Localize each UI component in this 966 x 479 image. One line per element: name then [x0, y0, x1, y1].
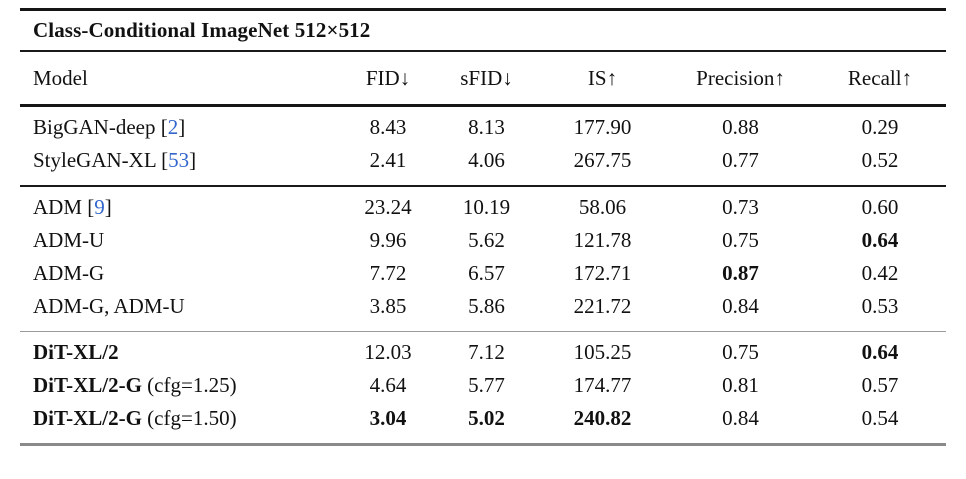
value-cell: 12.03 [364, 340, 412, 364]
table-section: BigGAN-deep [2] 8.43 8.13 177.90 0.88 0.29 Sty… [20, 107, 946, 185]
table-row: ADM-G, ADM-U 3.85 5.86 221.72 0.84 0.53 [20, 290, 946, 323]
table-top-rule [20, 8, 946, 11]
model-cell: ADM-U [20, 228, 341, 253]
value-cell: 5.62 [468, 227, 505, 252]
table-row: ADM-G 7.72 6.57 172.71 0.87 0.42 [20, 257, 946, 290]
value-cell: 5.02 [468, 406, 505, 430]
column-header-is: IS↑ [587, 65, 618, 90]
value-cell: 0.53 [861, 293, 899, 318]
model-suffix: (cfg=1.50) [141, 406, 237, 430]
value-cell: 7.72 [369, 260, 407, 285]
value-cell: 0.64 [861, 227, 899, 252]
value-cell: 2.41 [369, 147, 407, 172]
model-name: DiT-XL/2 [33, 340, 119, 364]
value-cell: 8.43 [369, 114, 407, 139]
model-suffix: (cfg=1.25) [141, 373, 237, 397]
section-divider-rule [20, 184, 946, 187]
value-cell: 3.85 [369, 293, 407, 318]
model-name: DiT-XL/2-G [33, 373, 142, 397]
value-cell: 0.84 [722, 293, 759, 318]
table-row: DiT-XL/2 12.03 7.12 105.25 0.75 0.64 [20, 336, 946, 369]
value-cell: 0.77 [722, 147, 759, 172]
model-cell: DiT-XL/2-G (cfg=1.25) [20, 373, 341, 398]
value-cell: 0.52 [861, 147, 899, 172]
model-name: BigGAN-deep [33, 114, 156, 139]
value-cell: 174.77 [573, 373, 632, 397]
model-name: ADM [33, 194, 83, 219]
value-cell: 177.90 [573, 114, 632, 139]
table-row: DiT-XL/2-G (cfg=1.25) 4.64 5.77 174.77 0.81 0… [20, 369, 946, 402]
model-name: ADM-U [33, 227, 105, 252]
value-cell: 0.88 [722, 114, 759, 139]
table-bottom-rule [20, 443, 946, 446]
column-header-recall: Recall↑ [847, 65, 913, 90]
title-divider-rule [20, 50, 946, 52]
column-header-model: Model [33, 65, 88, 90]
value-cell: 172.71 [573, 260, 632, 285]
model-cell: ADM-G, ADM-U [20, 294, 341, 319]
citation-link[interactable]: 53 [168, 147, 190, 172]
value-cell: 0.84 [722, 406, 759, 430]
table-body: BigGAN-deep [2] 8.43 8.13 177.90 0.88 0.29 Sty… [20, 107, 946, 444]
model-cell: DiT-XL/2 [20, 340, 341, 365]
table-section: ADM [9] 23.24 10.19 58.06 0.73 0.60 ADM-U 9.96 5… [20, 187, 946, 331]
value-cell: 58.06 [578, 194, 627, 219]
table-row: ADM [9] 23.24 10.19 58.06 0.73 0.60 [20, 191, 946, 224]
model-cell: ADM [9] [33, 194, 112, 219]
value-cell: 23.24 [364, 194, 412, 219]
value-cell: 0.29 [861, 114, 899, 139]
value-cell: 5.77 [468, 373, 505, 397]
table-row: ADM-U 9.96 5.62 121.78 0.75 0.64 [20, 224, 946, 257]
model-name: DiT-XL/2-G [33, 406, 142, 430]
model-name: StyleGAN-XL [33, 147, 156, 172]
value-cell: 8.13 [468, 114, 505, 139]
table-header-row: Model FID↓ sFID↓ IS↑ Precision↑ Recall↑ [20, 52, 946, 104]
value-cell: 267.75 [573, 147, 632, 172]
value-cell: 0.75 [722, 340, 759, 364]
value-cell: 0.73 [722, 194, 759, 219]
value-cell: 6.57 [468, 260, 505, 285]
results-table: Class-Conditional ImageNet 512×512 Model… [20, 8, 946, 446]
model-cell: BigGAN-deep [2] [33, 114, 186, 139]
table-title-row: Class-Conditional ImageNet 512×512 [20, 11, 946, 50]
value-cell: 0.60 [861, 194, 899, 219]
value-cell: 0.81 [722, 373, 759, 397]
value-cell: 0.64 [861, 340, 899, 364]
value-cell: 105.25 [573, 340, 632, 364]
value-cell: 240.82 [573, 406, 632, 430]
table-section: DiT-XL/2 12.03 7.12 105.25 0.75 0.64 DiT-XL/2-… [20, 332, 946, 443]
model-cell: DiT-XL/2-G (cfg=1.50) [20, 406, 341, 431]
value-cell: 0.57 [861, 373, 899, 397]
column-header-precision: Precision↑ [696, 65, 785, 90]
table-title: Class-Conditional ImageNet 512×512 [33, 18, 371, 42]
table-row: DiT-XL/2-G (cfg=1.50) 3.04 5.02 240.82 0.84 0… [20, 402, 946, 435]
citation-link[interactable]: 9 [94, 194, 105, 219]
value-cell: 3.04 [369, 406, 407, 430]
table-row: BigGAN-deep [2] 8.43 8.13 177.90 0.88 0.29 [20, 111, 946, 144]
model-cell: StyleGAN-XL [53] [33, 147, 197, 172]
value-cell: 5.86 [468, 293, 505, 318]
citation-link[interactable]: 2 [167, 114, 179, 139]
value-cell: 7.12 [468, 340, 505, 364]
model-name: ADM-G [33, 260, 105, 285]
model-cell: ADM-G [20, 261, 341, 286]
column-header-fid: FID↓ [365, 65, 411, 90]
value-cell: 0.87 [722, 260, 759, 285]
value-cell: 221.72 [573, 293, 632, 318]
value-cell: 4.64 [369, 373, 407, 397]
value-cell: 9.96 [369, 227, 407, 252]
value-cell: 0.54 [861, 406, 899, 430]
value-cell: 0.42 [861, 260, 899, 285]
model-name: ADM-G, ADM-U [33, 293, 185, 318]
value-cell: 4.06 [468, 147, 505, 172]
section-divider-rule [20, 330, 946, 332]
table-row: StyleGAN-XL [53] 2.41 4.06 267.75 0.77 0.52 [20, 144, 946, 177]
header-divider-rule [20, 104, 946, 107]
value-cell: 0.75 [722, 227, 759, 252]
column-header-sfid: sFID↓ [460, 65, 513, 90]
value-cell: 121.78 [573, 227, 632, 252]
value-cell: 10.19 [462, 194, 511, 219]
